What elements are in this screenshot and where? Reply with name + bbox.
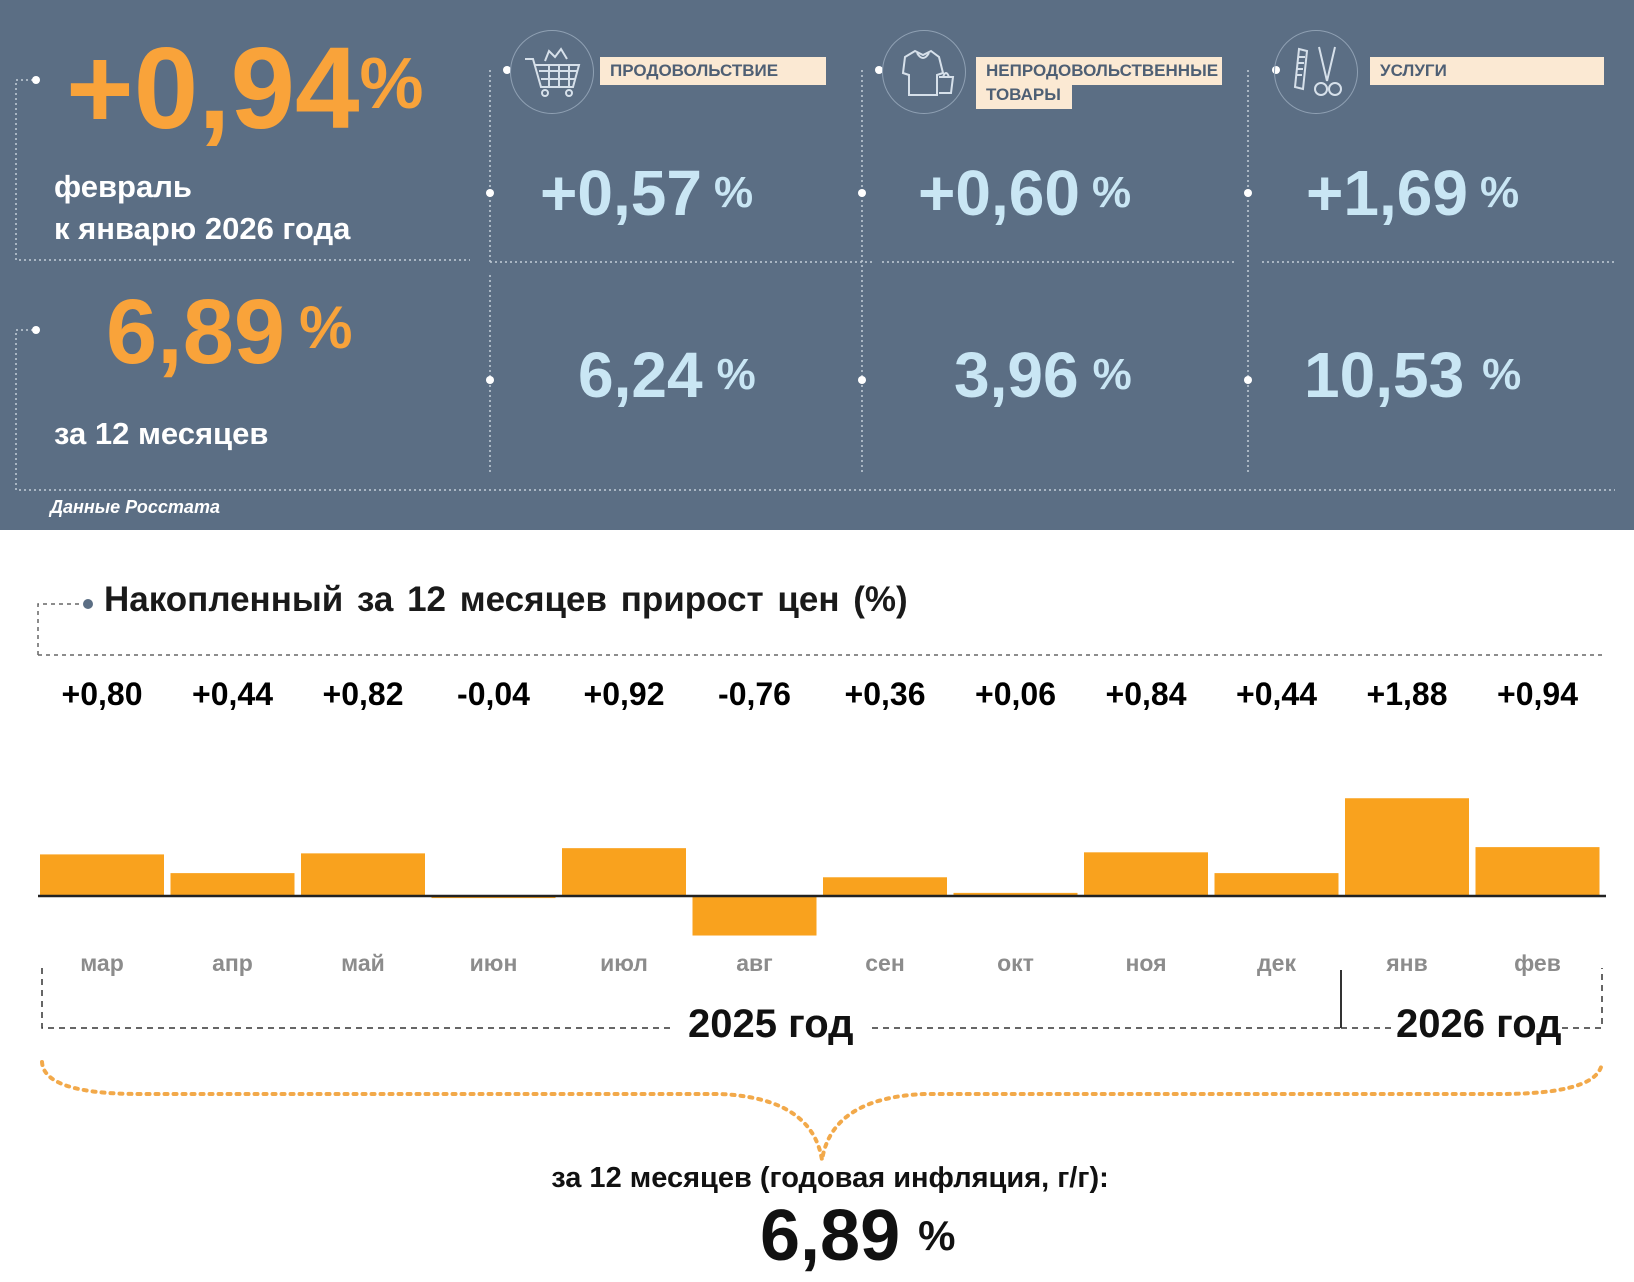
- percent-sign: %: [713, 168, 754, 217]
- annual-footer-label: за 12 месяцев (годовая инфляция, г/г):: [551, 1162, 1109, 1194]
- bullet-dot: [858, 189, 866, 197]
- bullet-dot: [32, 76, 40, 84]
- month-inflation-value: +0,94%: [66, 23, 424, 153]
- value-label-дек: +0,44: [1236, 676, 1317, 712]
- bar-chart: [38, 798, 1606, 936]
- category-label-дек: дек: [1257, 950, 1296, 976]
- nonfood-annual-value: 3,96%: [954, 339, 1132, 411]
- bar-янв: [1345, 798, 1469, 896]
- value-label-ноя: +0,84: [1105, 676, 1187, 712]
- scissors-comb-icon: [1274, 30, 1358, 114]
- bar-дек: [1214, 873, 1339, 896]
- value-label-июн: -0,04: [457, 676, 530, 712]
- category-label-авг: авг: [736, 950, 773, 976]
- annual-footer-value: 6,89%: [760, 1196, 956, 1276]
- bullet-dot: [486, 189, 494, 197]
- percent-sign: %: [1479, 168, 1520, 217]
- nonfood-label-line1: НЕПРОДОВОЛЬСТВЕННЫЕ: [986, 61, 1219, 80]
- year-2026-label: 2026 год: [1396, 1002, 1562, 1046]
- category-label-июл: июл: [600, 950, 648, 976]
- category-label-фев: фев: [1514, 950, 1561, 976]
- category-label-июн: июн: [469, 950, 518, 976]
- panel-dotted-frame: [15, 70, 1615, 491]
- source-note: Данные Росстата: [50, 497, 220, 517]
- food-month-value: +0,57%: [540, 157, 754, 229]
- category-label-services: УСЛУГИ: [1370, 57, 1604, 85]
- bar-мар: [40, 854, 164, 896]
- value-label-мар: +0,80: [61, 676, 143, 712]
- percent-sign: %: [918, 1212, 956, 1259]
- nonfood-month-value: +0,60%: [918, 157, 1132, 229]
- category-label-ноя: ноя: [1125, 950, 1167, 976]
- shopping-cart-icon: [510, 30, 594, 114]
- bullet-dot: [875, 66, 883, 74]
- bullet-dot: [1244, 376, 1252, 384]
- bullet-dot: [1244, 189, 1252, 197]
- category-label-мар: мар: [80, 950, 124, 976]
- bullet-dot: [858, 376, 866, 384]
- percent-sign: %: [359, 44, 424, 124]
- percent-sign: %: [1482, 350, 1522, 399]
- category-label-янв: янв: [1386, 950, 1428, 976]
- month-inflation-label: февраль к январю 2026 года: [54, 166, 350, 250]
- services-annual-value: 10,53%: [1304, 339, 1522, 411]
- month-label-line1: февраль: [54, 169, 192, 204]
- value-label-авг: -0,76: [718, 676, 791, 712]
- category-label-окт: окт: [997, 950, 1034, 976]
- bullet-dot: [32, 326, 40, 334]
- annual-inflation-label: за 12 месяцев: [54, 416, 269, 451]
- annual-inflation-value: 6,89%: [106, 281, 353, 383]
- category-label-nonfood: НЕПРОДОВОЛЬСТВЕННЫЕ: [976, 57, 1222, 85]
- value-label-май: +0,82: [322, 676, 404, 712]
- bullet-dot: [486, 376, 494, 384]
- value-label-фев: +0,94: [1497, 676, 1578, 712]
- percent-sign: %: [299, 294, 353, 361]
- bar-май: [301, 853, 425, 896]
- percent-sign: %: [1092, 350, 1132, 399]
- value-label-апр: +0,44: [192, 676, 273, 712]
- bar-окт: [953, 892, 1078, 896]
- bar-июл: [562, 848, 686, 896]
- category-label-апр: апр: [212, 950, 253, 976]
- category-label-сен: сен: [865, 950, 905, 976]
- category-label-май: май: [341, 950, 385, 976]
- food-annual-value: 6,24%: [578, 339, 756, 411]
- clothes-icon: [882, 30, 966, 114]
- year-2025-label: 2025 год: [688, 1002, 854, 1046]
- category-label-nonfood-line2: ТОВАРЫ: [976, 81, 1072, 109]
- chart-title: Накопленный за 12 месяцев прирост цен (%…: [104, 580, 908, 619]
- bar-сен: [823, 877, 947, 896]
- value-label-сен: +0,36: [844, 676, 926, 712]
- summary-panel: +0,94% февраль к январю 2026 года 6,89% …: [0, 0, 1634, 530]
- bar-авг: [692, 896, 817, 936]
- bar-апр: [170, 873, 295, 896]
- services-month-value: +1,69%: [1306, 157, 1520, 229]
- percent-sign: %: [1091, 168, 1132, 217]
- value-label-окт: +0,06: [975, 676, 1056, 712]
- value-label-июл: +0,92: [583, 676, 665, 712]
- month-label-line2: к январю 2026 года: [54, 211, 351, 246]
- bar-фев: [1475, 847, 1600, 896]
- bar-ноя: [1084, 852, 1208, 896]
- category-label-food: ПРОДОВОЛЬСТВИЕ: [600, 57, 826, 85]
- value-label-янв: +1,88: [1366, 676, 1448, 712]
- bullet-dot: [503, 66, 511, 74]
- percent-sign: %: [716, 350, 756, 399]
